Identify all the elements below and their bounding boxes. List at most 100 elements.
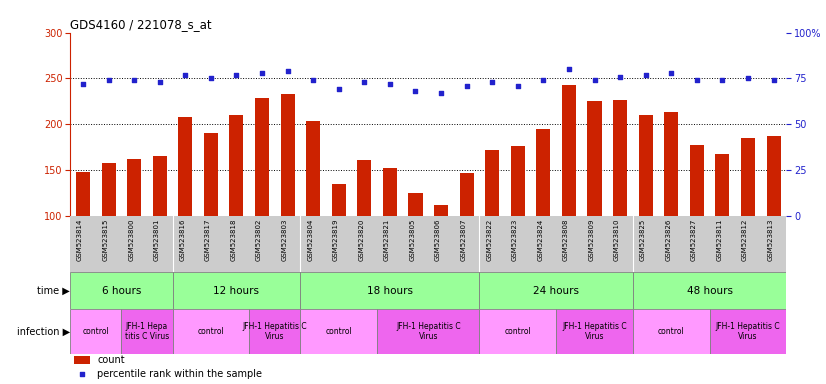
Text: GSM523805: GSM523805: [410, 218, 415, 261]
Bar: [536, 129, 550, 215]
Point: [563, 66, 576, 72]
Text: GSM523802: GSM523802: [256, 218, 262, 261]
Text: GSM523817: GSM523817: [205, 218, 211, 261]
Bar: [409, 193, 423, 215]
Text: GSM523812: GSM523812: [742, 218, 748, 261]
Bar: [377, 309, 479, 354]
Point: [486, 79, 499, 85]
Text: GSM523827: GSM523827: [691, 218, 697, 261]
Bar: [127, 159, 141, 215]
Bar: [306, 121, 320, 215]
Text: GSM523822: GSM523822: [487, 218, 492, 261]
Bar: [510, 146, 525, 215]
Text: GSM523814: GSM523814: [77, 218, 83, 261]
Bar: [710, 309, 786, 354]
Text: GSM523801: GSM523801: [154, 218, 159, 261]
Point: [639, 72, 653, 78]
Point: [127, 77, 140, 83]
Text: GSM523810: GSM523810: [614, 218, 620, 261]
Bar: [633, 309, 710, 354]
Bar: [741, 138, 755, 215]
Bar: [121, 309, 173, 354]
Text: GSM523815: GSM523815: [102, 218, 108, 261]
Point: [460, 83, 473, 89]
Point: [691, 77, 704, 83]
Point: [742, 75, 755, 81]
Text: time ▶: time ▶: [37, 286, 70, 296]
Text: control: control: [197, 327, 224, 336]
Bar: [301, 273, 479, 309]
Point: [511, 83, 525, 89]
Point: [76, 81, 89, 87]
Text: GSM523807: GSM523807: [461, 218, 467, 261]
Text: count: count: [97, 355, 125, 365]
Text: percentile rank within the sample: percentile rank within the sample: [97, 369, 263, 379]
Point: [358, 79, 371, 85]
Bar: [230, 115, 244, 215]
Point: [306, 77, 320, 83]
Point: [383, 81, 396, 87]
Text: JFH-1 Hepatitis C
Virus: JFH-1 Hepatitis C Virus: [563, 322, 627, 341]
Bar: [638, 115, 653, 215]
Text: 24 hours: 24 hours: [533, 286, 579, 296]
Text: control: control: [657, 327, 685, 336]
Point: [75, 371, 88, 377]
Bar: [358, 160, 372, 215]
Point: [716, 77, 729, 83]
Bar: [479, 273, 633, 309]
Point: [409, 88, 422, 94]
Text: 48 hours: 48 hours: [686, 286, 733, 296]
Text: GSM523826: GSM523826: [665, 218, 672, 261]
Bar: [102, 164, 116, 215]
Text: control: control: [505, 327, 531, 336]
Bar: [332, 184, 346, 215]
Bar: [479, 309, 556, 354]
Text: JFH-1 Hepatitis C
Virus: JFH-1 Hepatitis C Virus: [396, 322, 461, 341]
Bar: [249, 309, 301, 354]
Text: JFH-1 Hepa
titis C Virus: JFH-1 Hepa titis C Virus: [125, 322, 169, 341]
Point: [204, 75, 217, 81]
Text: GSM523820: GSM523820: [358, 218, 364, 261]
Text: GDS4160 / 221078_s_at: GDS4160 / 221078_s_at: [70, 18, 211, 31]
Text: GSM523818: GSM523818: [230, 218, 236, 261]
Bar: [153, 156, 167, 215]
Point: [178, 72, 192, 78]
Point: [281, 68, 294, 74]
Text: GSM523823: GSM523823: [512, 218, 518, 261]
Text: 12 hours: 12 hours: [213, 286, 259, 296]
Point: [588, 77, 601, 83]
Bar: [664, 112, 678, 215]
Text: GSM523809: GSM523809: [589, 218, 595, 261]
Text: GSM523813: GSM523813: [767, 218, 774, 261]
Text: GSM523804: GSM523804: [307, 218, 313, 261]
Bar: [281, 94, 295, 215]
Point: [230, 72, 243, 78]
Text: GSM523816: GSM523816: [179, 218, 185, 261]
Text: 18 hours: 18 hours: [367, 286, 413, 296]
Text: JFH-1 Hepatitis C
Virus: JFH-1 Hepatitis C Virus: [715, 322, 781, 341]
Bar: [173, 273, 301, 309]
Bar: [767, 136, 781, 215]
Bar: [204, 133, 218, 215]
Bar: [173, 309, 249, 354]
Bar: [690, 145, 704, 215]
Bar: [587, 101, 601, 215]
Bar: [70, 309, 121, 354]
Bar: [562, 85, 576, 215]
Bar: [74, 356, 89, 364]
Bar: [459, 172, 473, 215]
Text: GSM523803: GSM523803: [282, 218, 287, 261]
Text: infection ▶: infection ▶: [17, 326, 70, 336]
Bar: [434, 205, 448, 215]
Text: control: control: [83, 327, 109, 336]
Bar: [178, 117, 192, 215]
Bar: [613, 100, 627, 215]
Bar: [383, 168, 397, 215]
Text: JFH-1 Hepatitis C
Virus: JFH-1 Hepatitis C Virus: [243, 322, 307, 341]
Point: [153, 79, 166, 85]
Point: [255, 70, 268, 76]
Text: 6 hours: 6 hours: [102, 286, 141, 296]
Point: [665, 70, 678, 76]
Bar: [556, 309, 633, 354]
Point: [537, 77, 550, 83]
